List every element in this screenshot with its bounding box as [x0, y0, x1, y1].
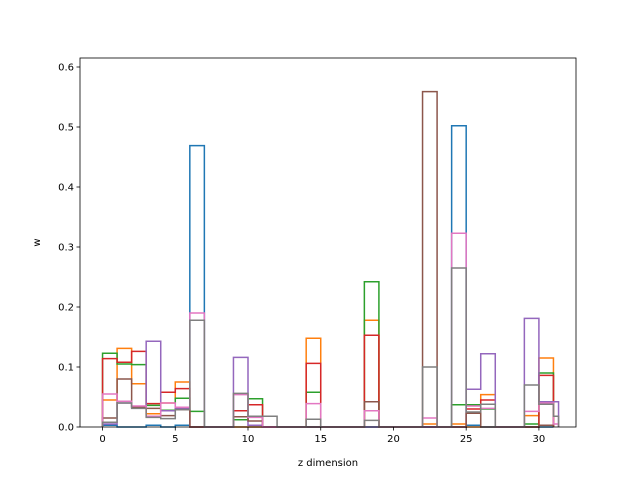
plot-frame — [79, 57, 577, 428]
y-tick-label: 0.1 — [58, 363, 74, 374]
x-axis-label: z dimension — [298, 458, 358, 469]
y-tick-label: 0.2 — [58, 303, 74, 314]
y-tick-label: 0.0 — [58, 423, 74, 434]
y-tick-label: 0.5 — [58, 123, 74, 134]
y-tick-label: 0.4 — [58, 183, 74, 194]
series-8-step-line — [101, 267, 560, 428]
x-tick-label: 0 — [99, 434, 105, 445]
x-tick-label: 10 — [242, 434, 255, 445]
x-tick-label: 20 — [387, 434, 400, 445]
x-tick-label: 15 — [314, 434, 327, 445]
x-tick-label: 5 — [172, 434, 178, 445]
y-tick-label: 0.3 — [58, 243, 74, 254]
y-tick-label: 0.6 — [58, 63, 74, 74]
x-tick-label: 30 — [533, 434, 546, 445]
x-axis: 0 5 10 15 20 25 30 — [99, 427, 545, 445]
x-tick-label: 25 — [460, 434, 473, 445]
y-axis: 0.0 0.1 0.2 0.3 0.4 0.5 0.6 — [58, 63, 80, 434]
y-axis-label: w — [32, 238, 43, 246]
